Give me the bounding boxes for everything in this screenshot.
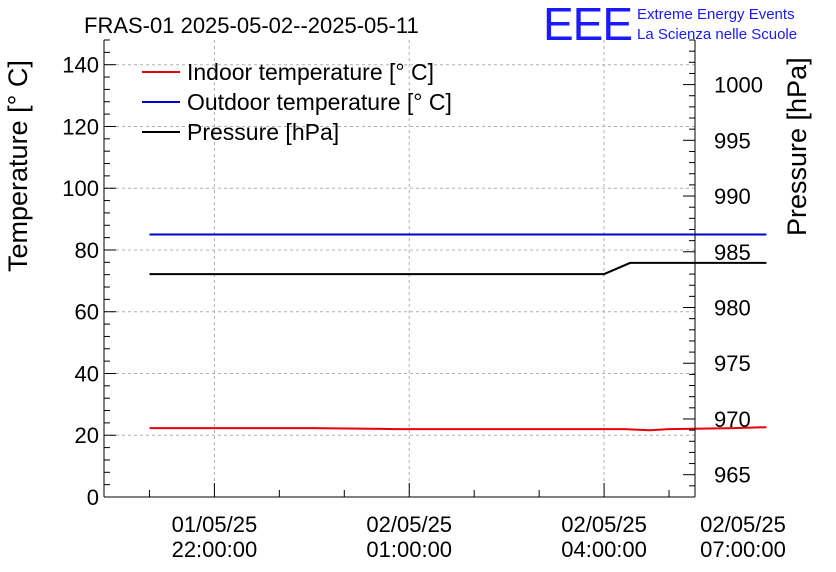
- x-tick-date: 02/05/25: [700, 512, 786, 537]
- series-line-pressure: [149, 261, 767, 276]
- logo-line-1: Extreme Energy Events: [637, 6, 795, 23]
- legend-label: Pressure [hPa]: [187, 119, 339, 145]
- y-right-tick-label: 970: [714, 407, 751, 432]
- x-tick-date: 01/05/25: [172, 512, 258, 537]
- x-tick-time: 22:00:00: [172, 537, 258, 562]
- y-left-tick-label: 140: [62, 53, 99, 78]
- y-right-tick-label: 995: [714, 128, 751, 153]
- y-right-tick-label: 985: [714, 240, 751, 265]
- x-tick-time: 01:00:00: [366, 537, 452, 562]
- x-tick-time: 04:00:00: [561, 537, 647, 562]
- y-right-tick-label: 1000: [714, 73, 763, 98]
- y-left-tick-label: 120: [62, 114, 99, 139]
- legend-label: Outdoor temperature [° C]: [187, 89, 452, 115]
- series-layer: [149, 233, 767, 432]
- legend: Indoor temperature [° C] Outdoor temperat…: [142, 59, 452, 145]
- series-line-indoor: [149, 426, 767, 432]
- y-right-tick-label: 990: [714, 184, 751, 209]
- chart-title: FRAS-01 2025-05-02--2025-05-11: [84, 13, 419, 38]
- y-left-tick-label: 100: [62, 176, 99, 201]
- y-right-tick-label: 965: [714, 463, 751, 488]
- y-left-tick-label: 60: [75, 300, 99, 325]
- y-left-tick-label: 0: [87, 485, 99, 510]
- axes: [103, 39, 696, 498]
- x-tick-date: 02/05/25: [366, 512, 452, 537]
- legend-label: Indoor temperature [° C]: [187, 59, 434, 85]
- y-axis-right-title: Pressure [hPa]: [782, 57, 812, 236]
- logo-line-2: La Scienza nelle Scuole: [637, 26, 797, 43]
- y-right-tick-label: 980: [714, 296, 751, 321]
- y-left-tick-label: 80: [75, 238, 99, 263]
- grid: [104, 40, 695, 497]
- y-right-tick-label: 975: [714, 351, 751, 376]
- y-axis-left-title: Temperature [° C]: [3, 60, 33, 272]
- x-tick-time: 07:00:00: [700, 537, 786, 562]
- y-left-tick-label: 40: [75, 361, 99, 386]
- tick-labels: 01/05/2522:00:0002/05/2501:00:0002/05/25…: [62, 53, 786, 562]
- eee-logo: EEE Extreme Energy Events La Scienza nel…: [543, 0, 797, 50]
- y-left-tick-label: 20: [75, 423, 99, 448]
- logo-mark: EEE: [543, 0, 632, 50]
- x-tick-date: 02/05/25: [561, 512, 647, 537]
